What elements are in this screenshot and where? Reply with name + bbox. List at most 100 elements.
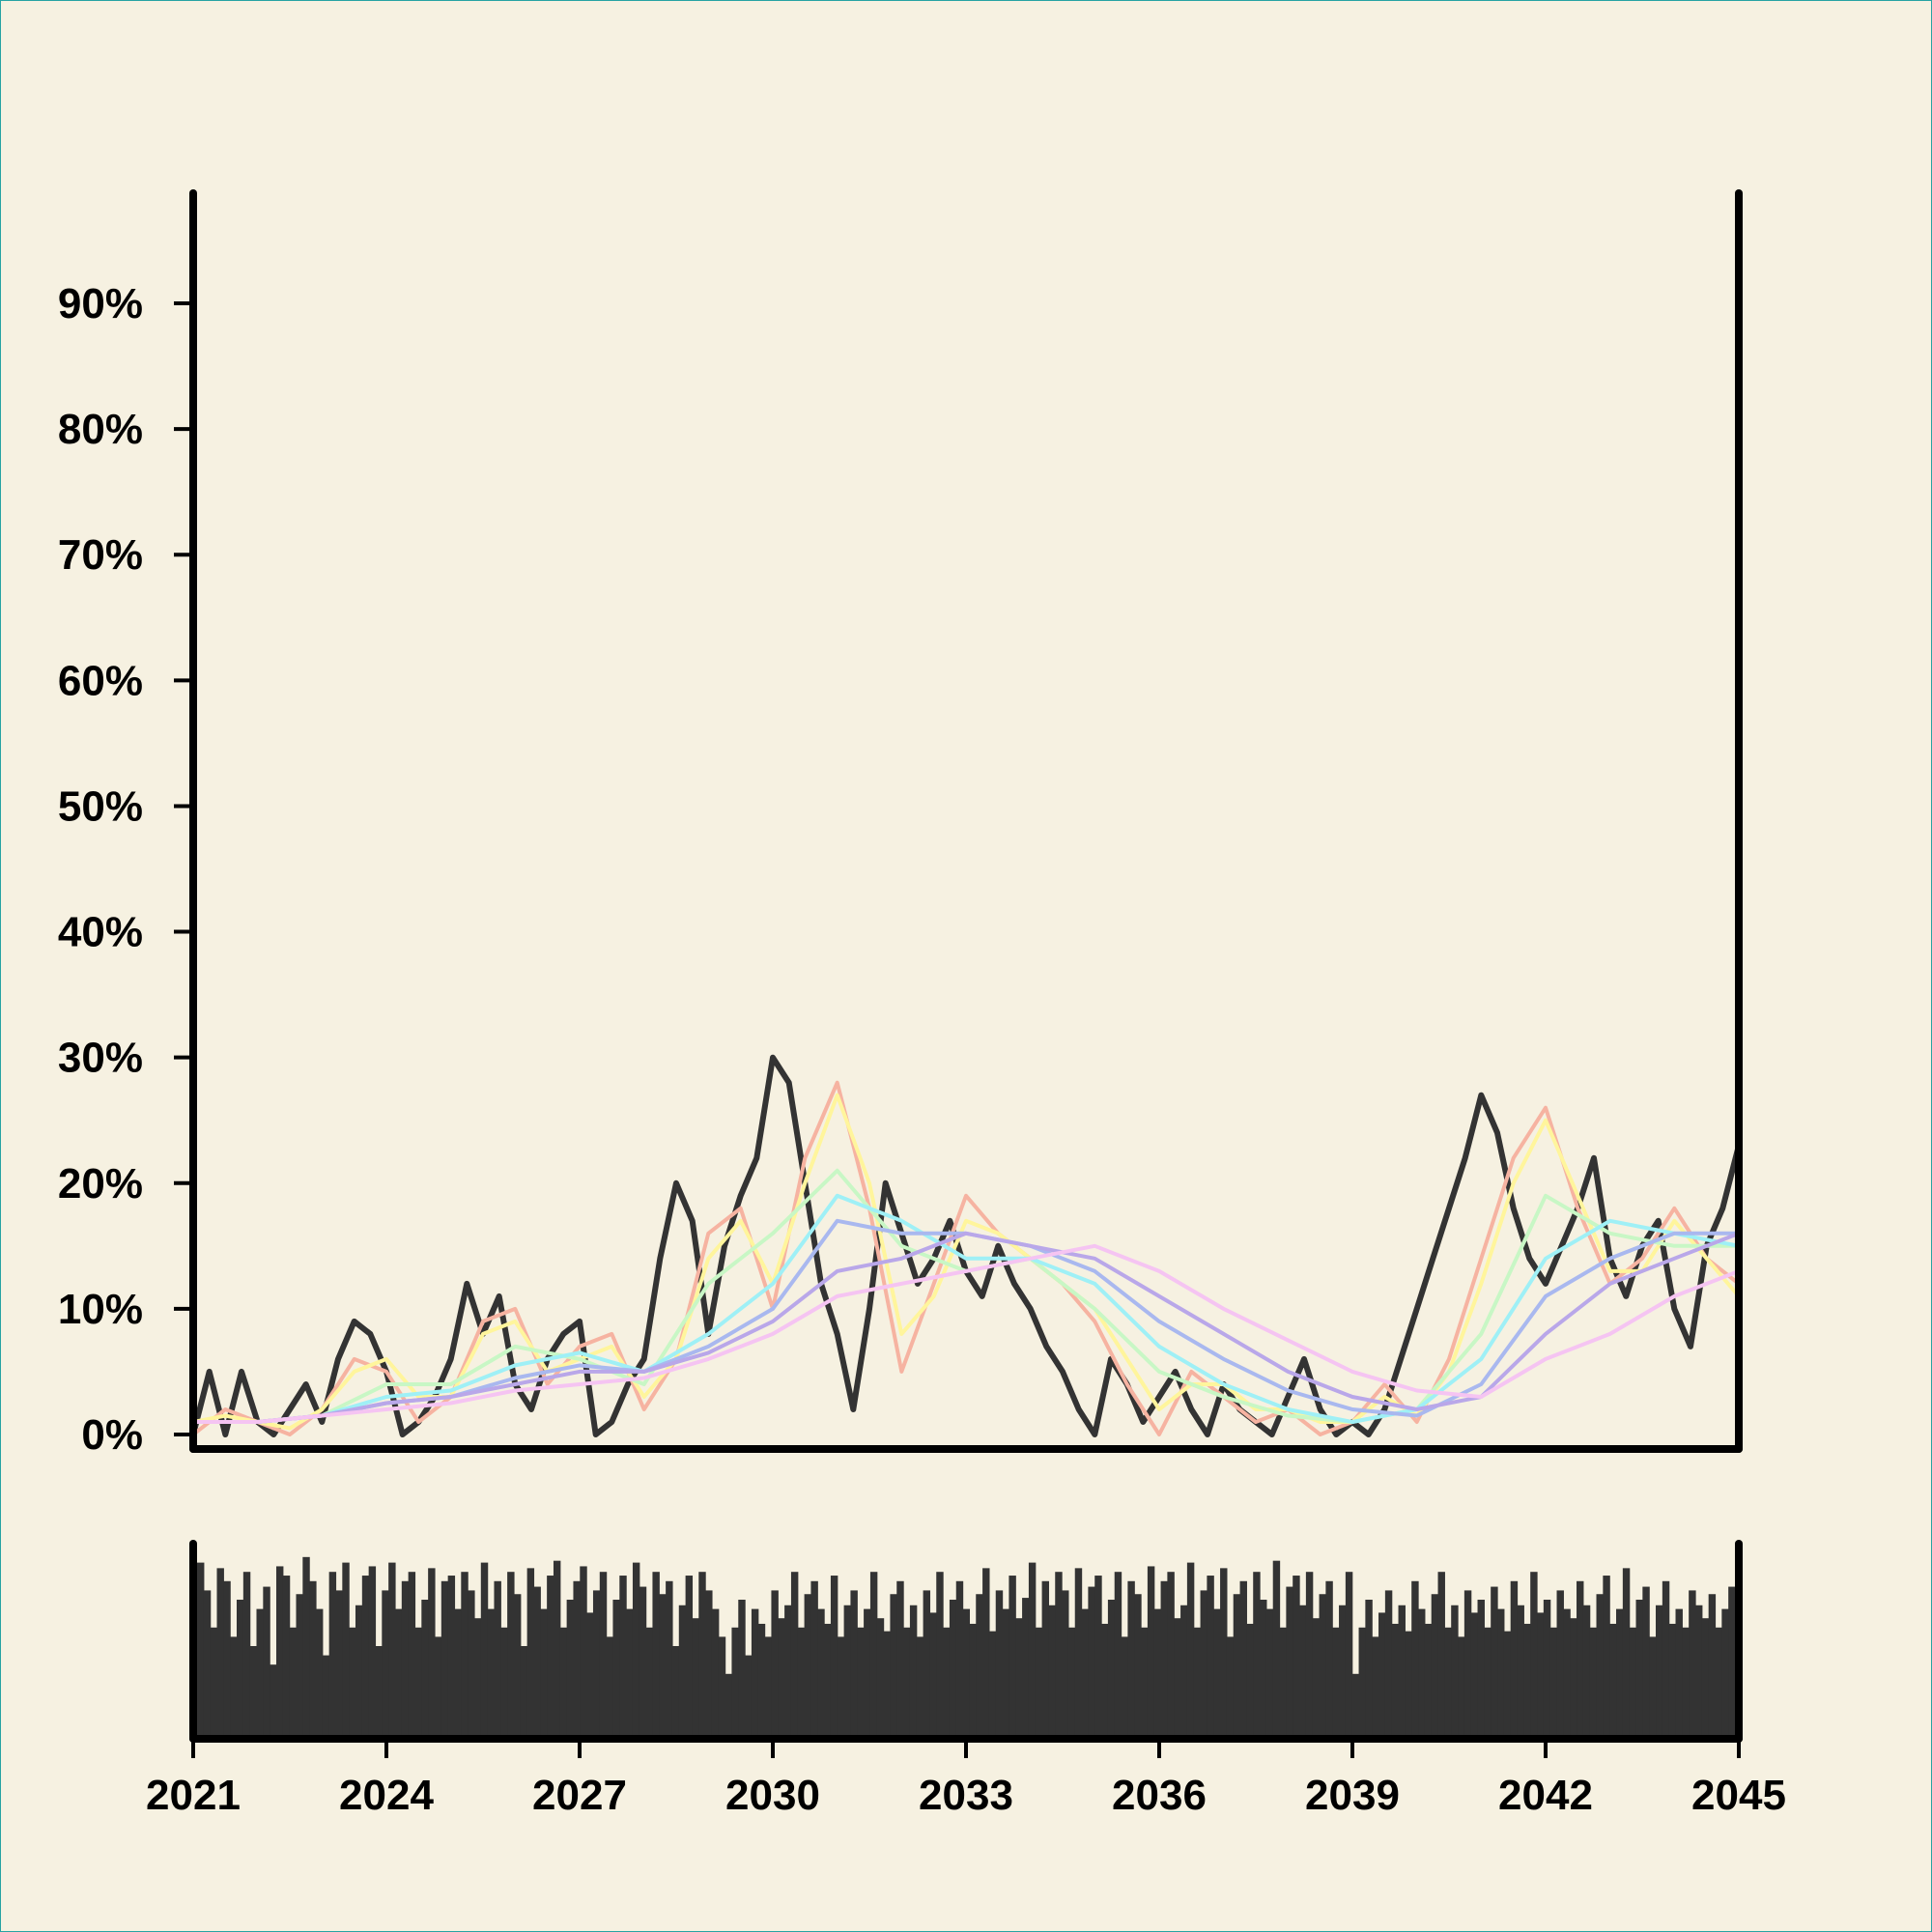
volume-bar: [724, 1673, 733, 1739]
main-axes: [189, 189, 1743, 1453]
volume-bar: [1543, 1600, 1551, 1739]
volume-bar: [1041, 1580, 1050, 1739]
volume-bar: [804, 1594, 812, 1739]
volume-bar: [1596, 1594, 1604, 1739]
volume-bar: [1418, 1608, 1426, 1739]
volume-bar: [1186, 1562, 1195, 1739]
volume-bar: [1028, 1562, 1037, 1739]
volume-bar: [639, 1586, 647, 1739]
volume-bar: [817, 1608, 825, 1739]
volume-bar: [210, 1627, 218, 1739]
volume-bar: [1609, 1623, 1617, 1739]
volume-bar: [745, 1655, 753, 1739]
volume-bar: [328, 1572, 337, 1739]
volume-bar: [903, 1627, 911, 1739]
volume-bar: [1649, 1636, 1657, 1739]
volume-bar: [784, 1605, 792, 1739]
volume-bar: [824, 1623, 832, 1739]
volume-bar: [487, 1608, 496, 1739]
volume-bar: [869, 1572, 878, 1739]
volume-bar: [1200, 1590, 1208, 1739]
y-tick-label: 90%: [58, 280, 143, 327]
volume-bar: [1272, 1560, 1281, 1739]
y-tick-label: 20%: [58, 1160, 143, 1208]
volume-bar: [216, 1568, 224, 1739]
volume-bar: [1622, 1568, 1631, 1739]
volume-bar: [1167, 1572, 1175, 1739]
volume-bar: [480, 1562, 489, 1739]
y-tick-label: 70%: [58, 531, 143, 579]
volume-bar: [447, 1576, 456, 1739]
volume-bar: [1081, 1608, 1089, 1739]
volume-bar: [1451, 1605, 1459, 1739]
volume-bar: [1260, 1600, 1267, 1739]
volume-bar: [249, 1646, 258, 1739]
volume-bar: [1101, 1623, 1109, 1739]
volume-bar: [263, 1586, 270, 1739]
volume-bar: [890, 1594, 897, 1739]
volume-bar: [790, 1572, 799, 1739]
volume-bar: [995, 1590, 1004, 1739]
volume-bar: [771, 1590, 779, 1739]
volume-bar: [850, 1590, 858, 1739]
volume-bar: [533, 1586, 541, 1739]
volume-bar: [1035, 1627, 1043, 1739]
y-tick-label: 10%: [58, 1286, 143, 1333]
volume-bar: [1411, 1580, 1419, 1739]
volume-bar: [1424, 1623, 1433, 1739]
volume-bar: [1107, 1600, 1116, 1739]
volume-bar: [349, 1627, 356, 1739]
volume-bar: [573, 1580, 581, 1739]
y-tick-label: 80%: [58, 406, 143, 453]
y-tick-label: 60%: [58, 657, 143, 704]
volume-bar: [322, 1655, 330, 1739]
volume-bar: [1009, 1576, 1016, 1739]
volume-bar: [857, 1627, 865, 1739]
volume-bar: [275, 1566, 284, 1739]
volume-bar: [757, 1623, 766, 1739]
volume-bar: [955, 1580, 964, 1739]
volume-bar: [440, 1580, 449, 1739]
volume-bar: [666, 1580, 673, 1739]
volume-bar: [586, 1612, 594, 1739]
volume-bar: [315, 1608, 324, 1739]
volume-bar: [1293, 1576, 1300, 1739]
volume-bar: [1153, 1608, 1162, 1739]
volume-bar: [382, 1590, 389, 1739]
volume-bar: [731, 1627, 739, 1739]
volume-bar: [1246, 1623, 1254, 1739]
volume-bar: [1220, 1568, 1228, 1739]
volume-bar: [428, 1568, 436, 1739]
volume-bar: [1570, 1618, 1577, 1739]
volume-bar: [949, 1600, 957, 1739]
volume-bar: [988, 1631, 997, 1739]
volume-bar: [461, 1572, 469, 1739]
volume-bar: [619, 1576, 627, 1739]
volume-bar: [1563, 1608, 1571, 1739]
volume-bar: [797, 1627, 806, 1739]
volume-bar: [1114, 1572, 1122, 1739]
volume-bar: [1728, 1586, 1736, 1739]
volume-bar: [242, 1572, 251, 1739]
volume-bar: [1213, 1608, 1221, 1739]
volume-bar: [1444, 1627, 1452, 1739]
volume-bar: [685, 1576, 694, 1739]
volume-bar: [1279, 1627, 1287, 1739]
volume-bar: [778, 1618, 785, 1739]
volume-bar: [270, 1664, 277, 1739]
volume-bar: [1055, 1572, 1063, 1739]
volume-bar: [1174, 1618, 1181, 1739]
volume-bar: [1701, 1618, 1710, 1739]
volume-bar: [566, 1600, 575, 1739]
main-line-plot: 0% 10% 20% 30% 40% 50% 60% 70% 80% 90%: [58, 189, 1743, 1459]
volume-bar: [943, 1627, 951, 1739]
volume-bar: [1497, 1608, 1505, 1739]
volume-bar: [1463, 1590, 1472, 1739]
volume-bar: [671, 1646, 680, 1739]
volume-bar: [1351, 1673, 1360, 1739]
volume-bar: [1088, 1586, 1095, 1739]
volume-bar: [1589, 1627, 1598, 1739]
volume-bar: [1662, 1580, 1670, 1739]
volume-bar: [1517, 1605, 1524, 1739]
volume-bar: [1319, 1594, 1326, 1739]
